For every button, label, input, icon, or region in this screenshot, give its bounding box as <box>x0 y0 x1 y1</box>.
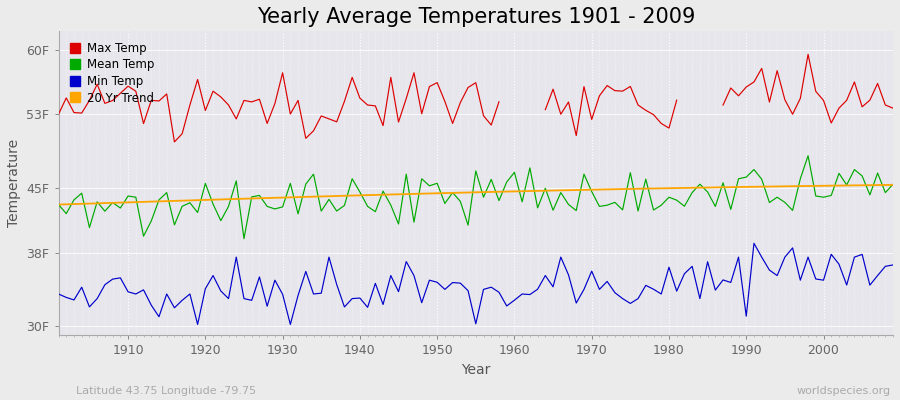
Legend: Max Temp, Mean Temp, Min Temp, 20 Yr Trend: Max Temp, Mean Temp, Min Temp, 20 Yr Tre… <box>65 37 159 109</box>
X-axis label: Year: Year <box>461 363 491 377</box>
Text: worldspecies.org: worldspecies.org <box>796 386 891 396</box>
Title: Yearly Average Temperatures 1901 - 2009: Yearly Average Temperatures 1901 - 2009 <box>256 7 695 27</box>
Text: Latitude 43.75 Longitude -79.75: Latitude 43.75 Longitude -79.75 <box>76 386 256 396</box>
Y-axis label: Temperature: Temperature <box>7 139 21 228</box>
